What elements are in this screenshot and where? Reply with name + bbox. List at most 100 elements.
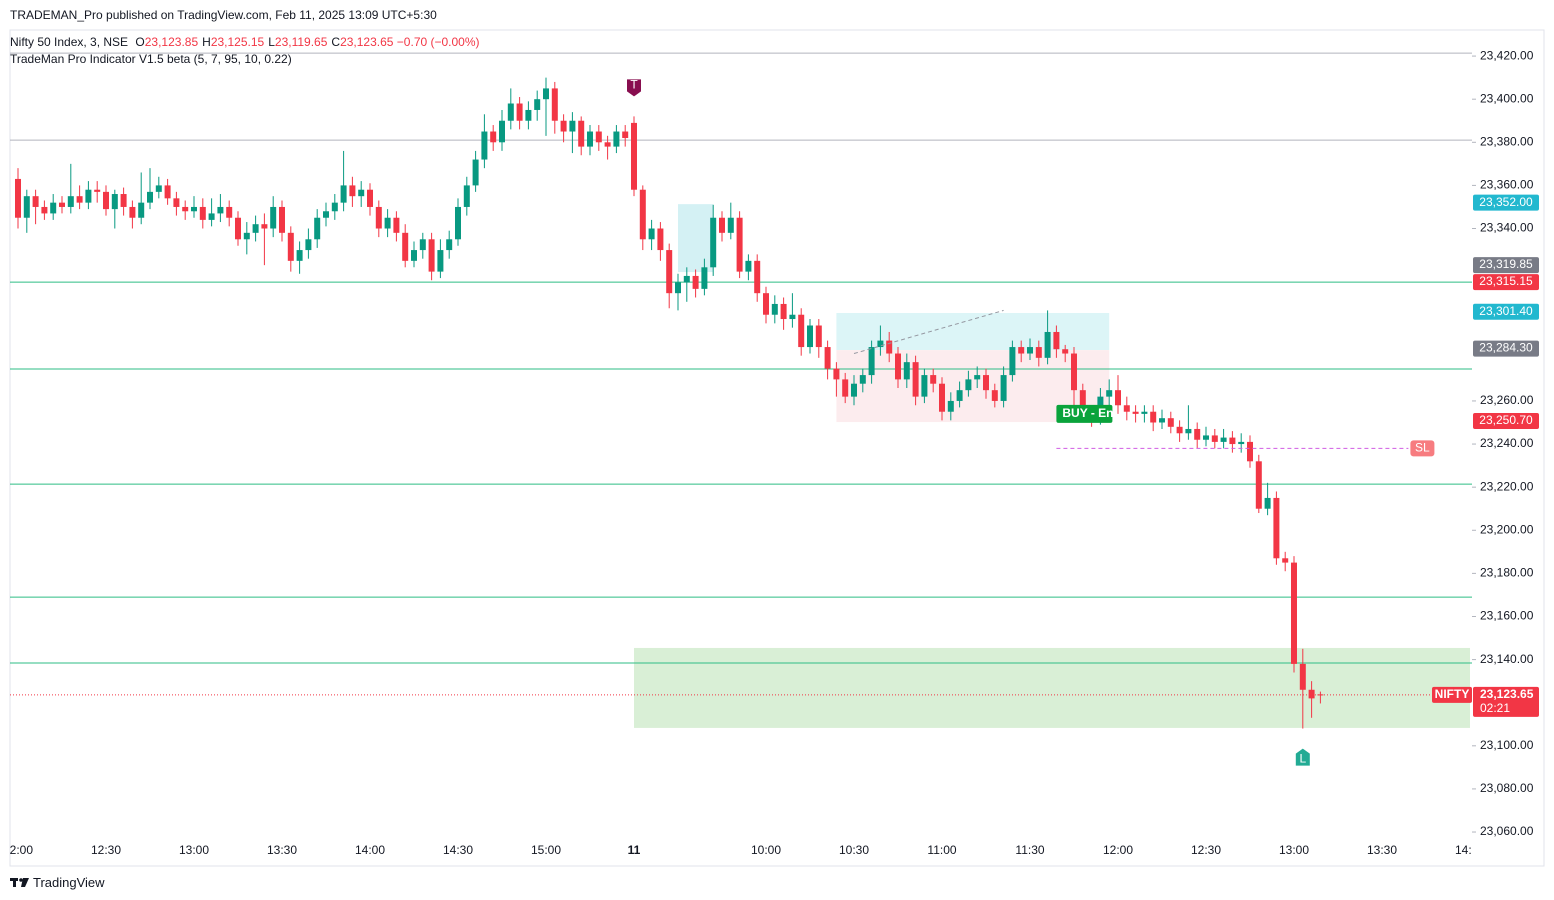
brand: TradingView: [33, 875, 105, 890]
price-label: 23,319.85: [1479, 257, 1533, 271]
candle-body: [763, 293, 769, 315]
candle-body: [824, 347, 831, 369]
candle-body: [886, 340, 893, 354]
x-tick-label: 15:00: [531, 843, 561, 857]
candle-body: [1009, 347, 1016, 376]
candle-body: [921, 375, 928, 397]
chart-frame: [9, 29, 1545, 867]
candle-body: [1185, 428, 1192, 434]
price-label-bg: [1473, 340, 1539, 357]
candle-body: [226, 206, 233, 218]
candle-body: [991, 390, 998, 401]
candle-body: [340, 185, 347, 203]
price-label: 23,301.40: [1479, 304, 1533, 318]
candle-body: [208, 213, 215, 220]
x-tick-label: 12:30: [91, 843, 121, 857]
candle-body: [807, 325, 813, 348]
candle-body: [59, 202, 65, 207]
trend-line: [853, 309, 1004, 355]
candle-body: [499, 120, 505, 143]
symbol-tag: NIFTY: [1435, 687, 1470, 701]
candle-body: [120, 194, 127, 207]
candle-body: [560, 120, 567, 132]
candle-body: [50, 202, 57, 214]
candle-body: [595, 131, 602, 143]
candle-body: [1115, 390, 1121, 406]
candle-body: [701, 267, 708, 289]
candle-body: [1071, 353, 1077, 391]
x-tick-label: 13:00: [179, 843, 209, 857]
candle-body: [1141, 411, 1148, 414]
candle-body: [736, 217, 743, 272]
countdown: 02:21: [1480, 701, 1510, 715]
candle-body: [551, 88, 558, 121]
candle-body: [719, 217, 725, 233]
candle-body: [1229, 437, 1236, 445]
y-tick-label: 23,340.00: [1480, 221, 1534, 235]
ohlc-value: 23,125.15: [210, 35, 265, 49]
y-tick-label: 23,200.00: [1480, 522, 1534, 536]
candle-body: [578, 120, 585, 147]
y-tick-label: 23,140.00: [1480, 652, 1534, 666]
candle-body: [279, 206, 285, 233]
candle-body: [199, 206, 206, 220]
candle-body: [771, 303, 778, 315]
x-tick-label: 11: [628, 843, 641, 857]
candle-body: [1238, 441, 1245, 445]
candle-body: [525, 109, 532, 121]
candle-body: [930, 375, 937, 384]
candle-body: [1159, 418, 1165, 423]
candle-body: [428, 239, 435, 272]
candle-body: [111, 194, 118, 210]
candle-body: [323, 211, 329, 218]
candle-body: [393, 217, 400, 233]
y-tick-label: 23,360.00: [1480, 178, 1534, 192]
candle-body: [727, 217, 734, 233]
time-axis: 12:00 12:30 13:00 13:30 14:00 14:30 15:00 11 10:…: [3, 843, 1472, 857]
ohlc-value: 23,123.85: [144, 35, 199, 49]
y-tick-label: 23,060.00: [1480, 824, 1534, 838]
candle-body: [798, 314, 805, 348]
candle-body: [23, 196, 30, 218]
x-tick-label: 12:00: [3, 843, 33, 857]
candle-body: [367, 189, 373, 207]
candle-body: [349, 185, 356, 197]
candle-body: [103, 191, 109, 210]
candle-body: [437, 250, 444, 272]
ohlc: O23,123.85 H23,125.15 L23,119.65 C23,123.65: [131, 35, 393, 49]
candle-body: [815, 325, 822, 348]
candle-body: [270, 206, 277, 229]
candle-body: [622, 131, 629, 138]
candle-body: [851, 383, 857, 397]
candle-body: [296, 250, 303, 261]
candle-body: [965, 379, 972, 391]
candle-body: [1264, 497, 1271, 509]
x-tick-label: 14:30: [443, 843, 473, 857]
candle-body: [67, 196, 74, 207]
candle-body: [604, 142, 611, 147]
candle-body: [1018, 347, 1025, 354]
price-label-bg: [1473, 303, 1539, 320]
candle-body: [1000, 375, 1007, 401]
candle-body: [129, 206, 136, 218]
candle-body: [1035, 347, 1042, 358]
candle-body: [314, 217, 321, 240]
zone: [678, 204, 714, 273]
candle-body: [639, 189, 646, 240]
candle-body: [534, 99, 541, 110]
plot-area: SL BUY - En T L: [10, 52, 1472, 766]
candle-body: [1079, 390, 1086, 412]
ohlc-key: C: [331, 35, 341, 49]
candle-body: [974, 375, 981, 380]
candle-body: [1255, 461, 1262, 509]
price-label: 23,250.70: [1479, 413, 1533, 427]
publisher: TRADEMAN_Pro published on TradingView.co…: [10, 8, 437, 22]
candle-body: [1211, 435, 1218, 442]
marker: [627, 79, 641, 97]
candle-body: [41, 206, 48, 214]
candle-body: [155, 185, 162, 192]
price-label-bg: [1473, 257, 1539, 274]
price-axis: 23,420.00 23,400.00 23,380.00 23,360.00 23,3…: [1432, 48, 1539, 838]
